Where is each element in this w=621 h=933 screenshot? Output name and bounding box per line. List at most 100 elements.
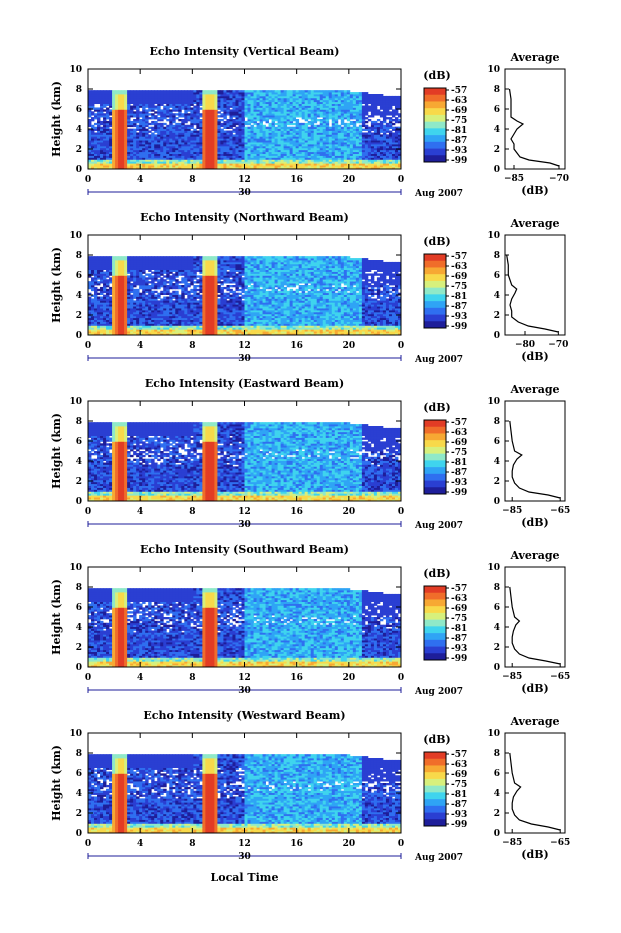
heatmap-cell [106,107,109,109]
heatmap-cell [100,121,103,123]
heatmap-cell [386,117,389,119]
heatmap-cell [341,90,344,92]
heatmap-cell [296,119,299,121]
heatmap-cell [389,96,392,98]
heatmap-cell [151,132,154,134]
heatmap-cell [389,111,392,113]
heatmap-cell [217,115,220,117]
heatmap-cell [187,90,190,92]
profile-y-tick-label: 8 [494,85,500,95]
heatmap-cell [181,90,184,92]
colorbar-tick-label: -81 [451,126,467,136]
heatmap-cell [223,131,226,133]
x-tick-label: 0 [398,175,404,185]
colorbar-tick-label: -87 [451,136,467,146]
heatmap-cell [94,256,97,258]
heatmap-cell [320,90,323,92]
y-tick-label: 2 [76,145,82,155]
heatmap-cell [118,256,121,258]
colorbar-segment [424,128,446,135]
x-tick-label: 8 [189,175,195,185]
date-suffix: Aug 2007 [414,189,463,199]
heatmap-cell [217,119,220,121]
heatmap-cell [130,90,133,92]
heatmap-cell [97,256,100,258]
heatmap [88,90,401,169]
heatmap-cell [377,109,380,111]
heatmap-cell [193,129,196,131]
heatmap-cell [389,131,392,133]
heatmap-cell [241,90,244,92]
heatmap-cell [106,90,109,92]
heatmap-cell [139,256,142,258]
colorbar-segment [424,155,446,162]
heatmap-cell [217,111,220,113]
heatmap-cell [365,117,368,119]
heatmap-cell [88,119,91,121]
heatmap-cell [94,123,97,125]
heatmap-cell [248,90,251,92]
heatmap-cell [374,94,377,96]
heatmap-cell [145,295,148,297]
heatmap-cell [257,123,260,125]
panel-1: Echo Intensity (Vertical Beam)0246810Hei… [50,45,569,199]
heatmap-cell [160,123,163,125]
heatmap-cell [380,94,383,96]
heatmap-cell [157,117,160,119]
heatmap-cell [94,287,97,289]
heatmap-cell [127,256,130,258]
heatmap-cell [178,90,181,92]
heatmap-cell [130,121,133,123]
y-tick-label: 10 [69,65,82,75]
heatmap-cell [341,127,344,129]
heatmap-cell [275,127,278,129]
heatmap-cell [91,256,94,258]
x-tick-label: 0 [85,175,91,185]
heatmap-cell [109,117,112,119]
heatmap-cell [302,90,305,92]
heatmap-cell [272,90,275,92]
heatmap-cell [142,275,145,277]
heatmap-cell [263,90,266,92]
profile-line [510,89,560,166]
heatmap-cell [362,132,365,134]
heatmap-cell [88,256,91,258]
heatmap-cell [136,125,139,127]
panel-title: Echo Intensity (Vertical Beam) [149,45,339,58]
heatmap-cell [115,256,118,258]
heatmap-cell [103,272,106,274]
heatmap-cell [127,129,130,131]
heatmap-cell [100,90,103,92]
heatmap-cell [184,90,187,92]
heatmap-cell [317,119,320,121]
heatmap-cell [190,90,193,92]
heatmap-cell [100,256,103,258]
heatmap-cell [278,90,281,92]
y-tick-label: 4 [76,125,82,135]
heatmap-cell [109,129,112,131]
heatmap-cell [94,132,97,134]
y-tick-label: 8 [76,85,82,95]
heatmap-cell [362,106,365,108]
heatmap-cell [245,121,248,123]
heatmap-cell [130,283,133,285]
profile-x-tick-label: −85 [504,174,524,184]
heatmap-cell [320,119,323,121]
heatmap-cell [88,297,91,299]
heatmap-cell [103,90,106,92]
heatmap-cell [142,90,145,92]
heatmap-cell [235,127,238,129]
heatmap-cell [199,113,202,115]
heatmap-cell [163,106,166,108]
heatmap-cell [232,90,235,92]
heatmap-cell [97,107,100,109]
heatmap-cell [344,90,347,92]
colorbar-tick-label: -57 [451,86,467,96]
heatmap-cell [136,90,139,92]
heatmap-cell [392,119,395,121]
heatmap-cell [223,121,226,123]
heatmap-cell [323,90,326,92]
heatmap-cell [377,119,380,121]
heatmap-cell [338,125,341,127]
heatmap-cell [229,90,232,92]
